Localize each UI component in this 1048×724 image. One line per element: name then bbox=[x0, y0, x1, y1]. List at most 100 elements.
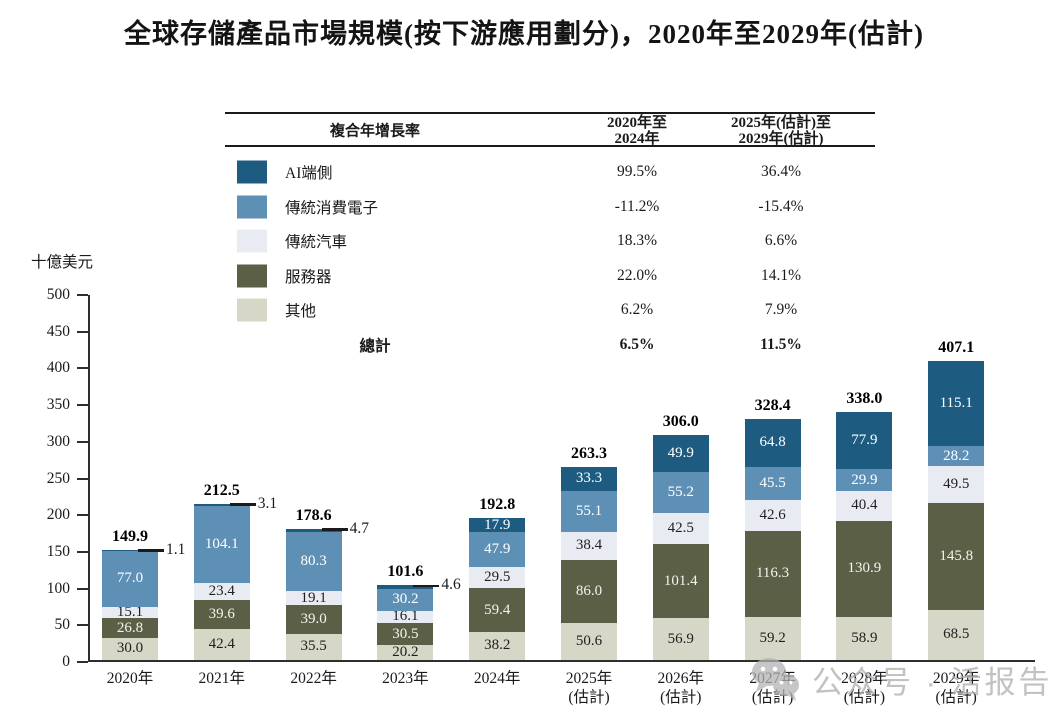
callout-line bbox=[229, 503, 256, 506]
y-axis-tick-label: 50 bbox=[54, 616, 71, 634]
bar-segment-傳統消費電子: 104.1 bbox=[193, 506, 250, 583]
callout-value: 1.1 bbox=[166, 540, 186, 558]
bar-segment-value: 49.5 bbox=[943, 476, 970, 493]
x-axis-category-label: 2024年 bbox=[473, 670, 521, 687]
bar-segment-value: 86.0 bbox=[575, 582, 603, 599]
cagr-value: 22.0% bbox=[616, 266, 658, 284]
cagr-header-period1: 2020年至 2024年 bbox=[606, 115, 668, 147]
bar-segment-傳統汽車: 42.5 bbox=[652, 512, 709, 544]
y-axis-tick bbox=[77, 367, 88, 370]
bar-segment-value: 47.9 bbox=[484, 540, 511, 557]
bar-segment-value: 30.2 bbox=[392, 591, 419, 608]
bar-segment-其他: 56.9 bbox=[652, 618, 709, 660]
bar-segment-value: 59.2 bbox=[759, 629, 786, 646]
cagr-value: -11.2% bbox=[614, 197, 660, 215]
bar-segment-服務器: 101.4 bbox=[652, 543, 709, 619]
bar-segment-其他: 38.2 bbox=[469, 631, 526, 660]
legend-row-other: 其他 6.2% 7.9% bbox=[225, 293, 875, 328]
bar-segment-服務器: 59.4 bbox=[469, 588, 526, 632]
y-axis-tick bbox=[77, 440, 88, 443]
bar-segment-value: 42.4 bbox=[208, 635, 235, 652]
bar-segment-服務器: 86.0 bbox=[561, 559, 617, 623]
bar-total-label: 212.5 bbox=[203, 481, 240, 499]
bar-segment-value: 17.9 bbox=[484, 516, 511, 533]
legend-row-ai: AI端側 99.5% 36.4% bbox=[225, 155, 875, 190]
bar-segment-value: 42.6 bbox=[759, 507, 786, 524]
bar-segment-value: 77.9 bbox=[851, 432, 878, 448]
bar-segment-value: 23.4 bbox=[208, 582, 235, 599]
y-axis-tick-label: 350 bbox=[46, 396, 70, 414]
cagr-value: 7.9% bbox=[764, 301, 798, 319]
bar-segment-value: 45.5 bbox=[759, 474, 786, 491]
bar-segment-value: 64.8 bbox=[759, 434, 786, 451]
bar-segment-value: 40.4 bbox=[851, 497, 878, 514]
cagr-legend-table: 複合年增長率 2020年至 2024年 2025年(估計)至 2029年(估計) A… bbox=[225, 112, 875, 362]
bar-segment-value: 49.9 bbox=[667, 445, 694, 462]
bar-segment-AI端側: 17.9 bbox=[469, 516, 526, 533]
bar-segment-value: 39.6 bbox=[208, 605, 235, 622]
cagr-value: -15.4% bbox=[758, 197, 804, 215]
bar-segment-value: 20.2 bbox=[392, 644, 419, 661]
legend-row-auto: 傳統汽車 18.3% 6.6% bbox=[225, 224, 875, 259]
bar-segment-value: 38.4 bbox=[575, 537, 603, 554]
legend-label-total: 總計 bbox=[359, 337, 391, 355]
x-axis-category-label: 2020年 bbox=[106, 670, 154, 687]
bar-segment-value: 59.4 bbox=[484, 601, 511, 618]
bar-total-label: 263.3 bbox=[571, 444, 607, 462]
legend-swatch-auto bbox=[237, 229, 267, 253]
x-axis-category-label: 2023年 bbox=[382, 670, 429, 687]
bar-segment-value: 29.5 bbox=[484, 569, 511, 586]
x-axis-category-label: 2029年 (估計) bbox=[932, 670, 980, 706]
bar-segment-傳統消費電子: 28.2 bbox=[928, 445, 985, 467]
bar-segment-服務器: 39.6 bbox=[193, 599, 250, 629]
cagr-table-rows: AI端側 99.5% 36.4% 傳統消費電子 -11.2% -15.4% 傳統… bbox=[225, 155, 875, 362]
bar-segment-value: 33.3 bbox=[575, 470, 603, 487]
bar-segment-AI端側 bbox=[193, 503, 250, 507]
legend-row-total: 總計 6.5% 11.5% bbox=[225, 328, 875, 363]
y-axis-tick bbox=[77, 661, 88, 663]
bar-segment-AI端側: 49.9 bbox=[652, 435, 709, 473]
bar-segment-value: 104.1 bbox=[204, 535, 239, 552]
bar-segment-value: 68.5 bbox=[943, 626, 970, 643]
bar-segment-服務器: 130.9 bbox=[836, 520, 893, 617]
bar-segment-傳統汽車: 19.1 bbox=[285, 590, 342, 605]
legend-swatch-ai bbox=[237, 160, 267, 184]
x-axis-category-label: 2026年 (估計) bbox=[657, 670, 705, 706]
wechat-icon bbox=[752, 658, 799, 701]
y-axis-tick bbox=[77, 294, 88, 296]
bar-segment-服務器: 116.3 bbox=[744, 531, 801, 617]
watermark-text: 公众号 · 活报告 bbox=[812, 664, 1048, 700]
x-axis-category-label: 2021年 bbox=[198, 670, 246, 687]
bar-segment-傳統消費電子: 55.2 bbox=[652, 472, 709, 513]
bar-segment-傳統消費電子: 77.0 bbox=[102, 550, 158, 608]
y-axis-tick bbox=[77, 514, 88, 517]
bar-segment-服務器: 39.0 bbox=[285, 605, 342, 634]
bar-segment-傳統消費電子: 45.5 bbox=[744, 466, 801, 500]
cagr-header-metric: 複合年增長率 bbox=[329, 123, 421, 139]
y-axis-tick bbox=[77, 587, 88, 590]
cagr-value: 6.2% bbox=[620, 301, 654, 319]
bar-segment-value: 145.8 bbox=[939, 547, 974, 564]
legend-swatch-server bbox=[237, 264, 267, 288]
y-axis-tick bbox=[77, 330, 88, 333]
bar-segment-value: 115.1 bbox=[939, 394, 973, 411]
legend-label: 其他 bbox=[285, 303, 317, 321]
bar-segment-其他: 59.2 bbox=[744, 616, 801, 660]
bar-segment-其他: 30.0 bbox=[102, 637, 158, 660]
bar-segment-AI端側: 77.9 bbox=[836, 411, 893, 470]
bar-total-label: 306.0 bbox=[662, 413, 699, 431]
legend-label: 服務器 bbox=[285, 268, 332, 286]
bar-segment-傳統消費電子: 29.9 bbox=[836, 469, 893, 492]
cagr-value: 36.4% bbox=[760, 163, 802, 181]
bar-segment-value: 15.1 bbox=[116, 604, 144, 621]
y-axis-tick-label: 100 bbox=[46, 579, 70, 597]
bar-segment-其他: 35.5 bbox=[285, 633, 342, 660]
bar-total-label: 101.6 bbox=[387, 563, 424, 581]
bar-segment-value: 58.9 bbox=[851, 629, 878, 646]
bar-segment-AI端側 bbox=[377, 585, 434, 589]
bar-segment-value: 50.6 bbox=[575, 632, 603, 649]
bar-segment-value: 77.0 bbox=[116, 570, 144, 587]
bar-segment-value: 42.5 bbox=[667, 519, 694, 536]
bar-segment-其他: 68.5 bbox=[928, 609, 985, 660]
bar-total-label: 407.1 bbox=[938, 339, 975, 357]
